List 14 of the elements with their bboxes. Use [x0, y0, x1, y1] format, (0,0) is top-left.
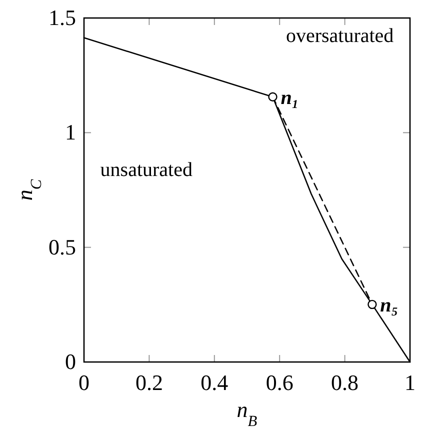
x-tick-label: 0.4	[200, 370, 228, 395]
x-tick-label: 0.8	[331, 370, 359, 395]
annotation: unsaturated	[100, 159, 192, 182]
annotation: n₁	[280, 86, 299, 109]
annotation: oversaturated	[286, 25, 394, 48]
annotation: n₅	[380, 294, 398, 316]
y-tick-label: 0.5	[48, 234, 76, 260]
x-tick-label: 1	[404, 370, 416, 395]
x-axis-title: n$_{B}$	[236, 397, 258, 430]
y-tick-label: 1	[65, 120, 76, 145]
x-tick-label: 0.6	[266, 370, 294, 395]
x-tick-label: 0.2	[135, 370, 163, 395]
y-tick-label: 0	[65, 349, 76, 374]
y-tick-label: 1.5	[48, 5, 76, 30]
